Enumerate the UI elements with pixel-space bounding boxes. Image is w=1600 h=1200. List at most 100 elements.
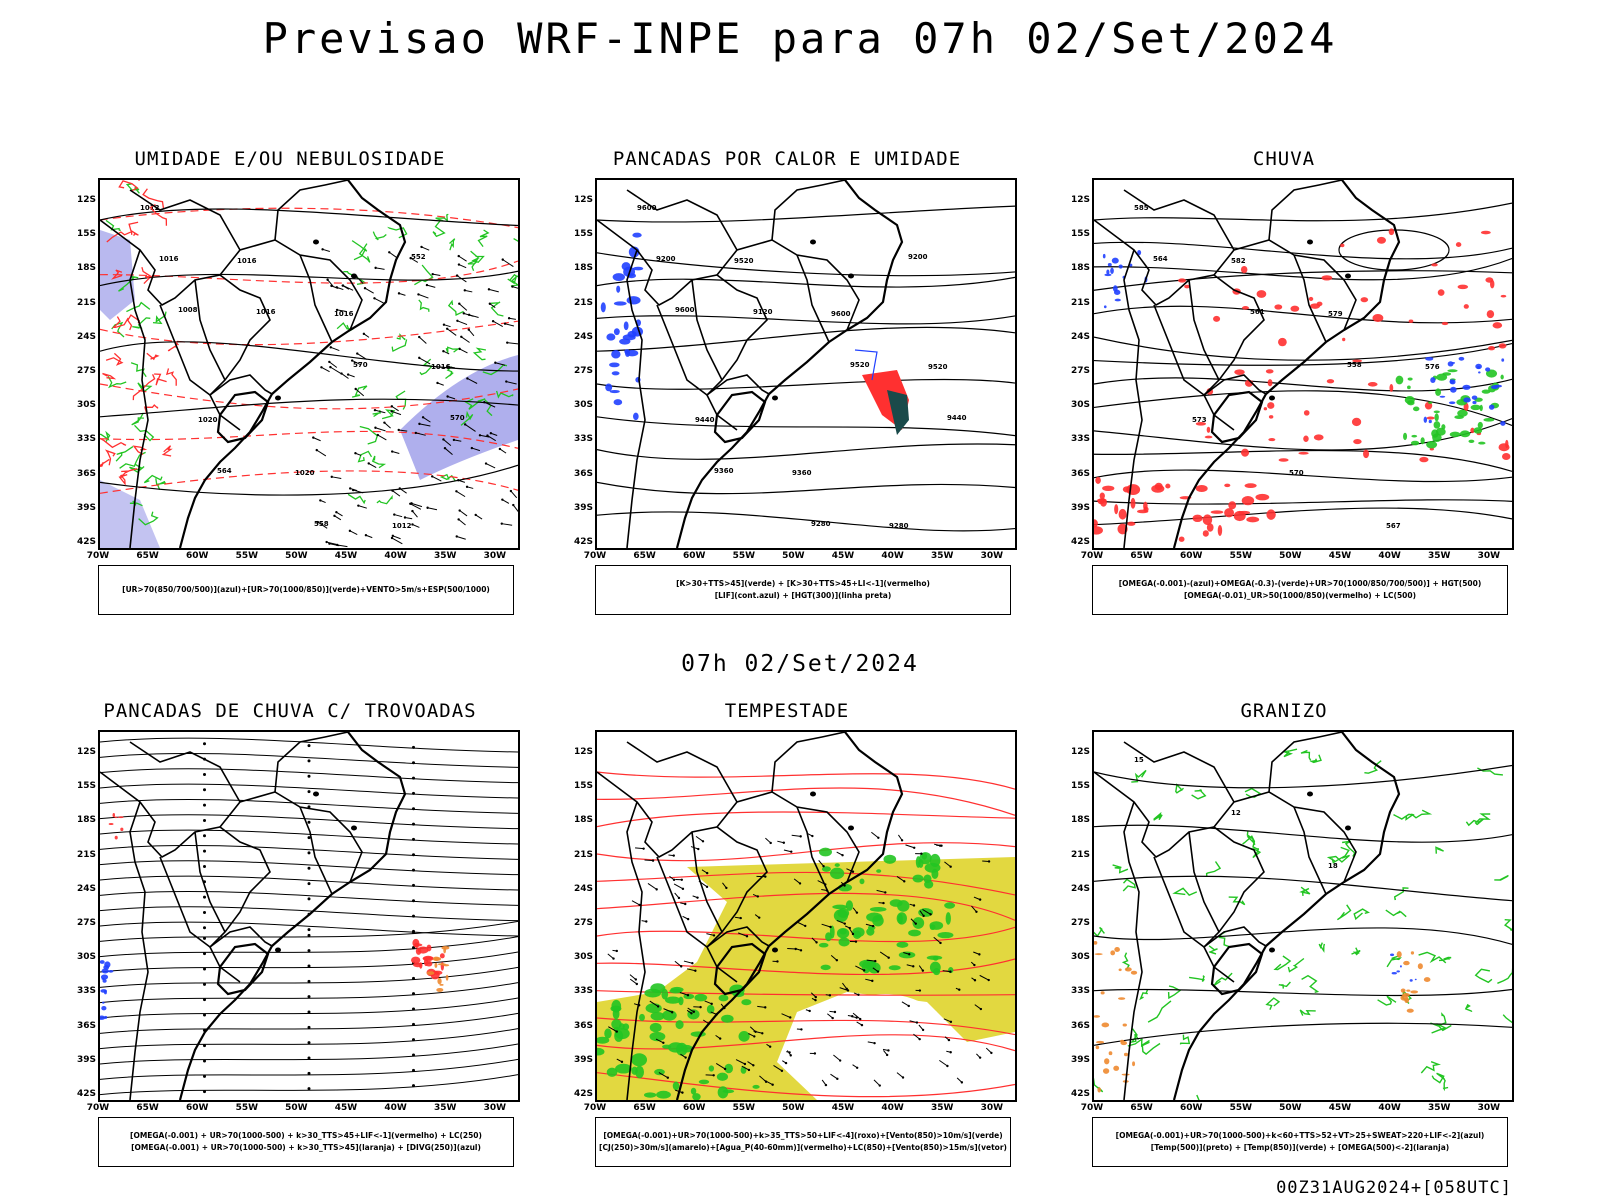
rain-blue-blob — [1113, 289, 1121, 295]
wind-arrow — [495, 362, 506, 366]
divg-blue-blob — [100, 1015, 106, 1020]
wind-arrow-head — [838, 1059, 842, 1062]
wind850-green-blob — [752, 1084, 760, 1089]
temp850-green-line — [1474, 968, 1493, 984]
wind850-green-blob — [698, 1079, 710, 1085]
rain-red-blob — [1388, 228, 1395, 236]
omega-orange-blob — [1124, 967, 1132, 972]
temp850-green-line — [1172, 887, 1198, 896]
rain-red-blob — [1360, 297, 1369, 303]
wind-arrow-head — [442, 350, 445, 353]
wind850-green-blob — [718, 994, 729, 1002]
lat-label: 18S — [76, 263, 96, 274]
wind850-green-blob — [821, 866, 831, 872]
lake-shape — [313, 791, 319, 797]
rain-red-blob — [1102, 485, 1115, 492]
moisture-green-line — [143, 474, 163, 484]
wind-arrow — [453, 439, 462, 442]
wind-arrow — [507, 342, 518, 345]
state-border — [656, 856, 708, 948]
wind-arrow-head — [325, 540, 328, 544]
rain-red-blob — [1363, 449, 1370, 459]
omega-orange — [1094, 941, 1138, 1093]
wind850-green-blob — [639, 1013, 645, 1022]
wind-arrow — [757, 1005, 766, 1008]
streamline — [100, 951, 518, 973]
legend-line: [OMEGA(-0.001) + UR>70(1000-500) + k>30_… — [131, 1143, 481, 1152]
moisture-green-line — [447, 299, 464, 316]
streamline-arrow — [412, 992, 415, 996]
wind-arrow — [852, 1012, 861, 1020]
wind-arrow — [833, 1054, 841, 1061]
rain-blue-blob — [1485, 367, 1491, 372]
state-border — [626, 801, 646, 1100]
wind-arrow-head — [383, 421, 386, 424]
moisture-green-line — [467, 258, 479, 271]
wind-arrow-head — [467, 328, 470, 331]
lat-label: 30S — [573, 400, 593, 411]
wind850-green-blob — [724, 1063, 734, 1074]
contour-label: 9440 — [695, 416, 715, 424]
wind850-green-blob — [929, 961, 941, 974]
panel-title: UMIDADE E/OU NEBULOSIDADE — [134, 148, 446, 170]
wind-arrow-head — [615, 949, 618, 953]
contour-label: 9280 — [889, 522, 909, 530]
wind-arrow-head — [397, 428, 400, 432]
streamline-arrow — [412, 745, 415, 749]
contour-label: 1016 — [334, 310, 354, 318]
wind-arrow — [447, 366, 456, 369]
wind-arrow-head — [887, 1049, 890, 1052]
wind850-green-blob — [604, 1028, 612, 1039]
wind-arrow — [419, 423, 431, 427]
moisture-green-line — [387, 226, 408, 239]
rain-red-blob — [1470, 427, 1475, 434]
streamline-arrow — [412, 853, 415, 857]
moisture-green-line — [376, 494, 393, 505]
lat-label: 27S — [573, 366, 593, 376]
contour-line — [597, 205, 1015, 223]
wind-arrow-head — [465, 485, 469, 489]
wind-arrow-head — [939, 941, 942, 945]
lon-label: 70W — [86, 1103, 110, 1113]
lake-shape — [810, 791, 816, 797]
wind-arrow-head — [376, 433, 380, 437]
wind-arrow — [336, 309, 346, 312]
temp850-green-line — [1131, 769, 1147, 783]
rain-green-blob — [1479, 404, 1483, 412]
wind-arrow — [753, 1030, 763, 1034]
wind-arrow — [458, 255, 467, 262]
wind-arrow — [375, 267, 385, 270]
moisture-green-line — [513, 238, 518, 242]
wind-arrow-head — [417, 293, 420, 296]
contour-line — [1094, 824, 1512, 843]
rain-red-blob — [1353, 438, 1362, 445]
map-canvas: 9600952096009520944093609280920091209520… — [597, 180, 1015, 548]
wind850-green-blob — [825, 932, 832, 942]
wind-arrow-head — [913, 846, 916, 849]
contour-line — [597, 787, 1015, 816]
wind-arrow — [502, 259, 514, 267]
lat-label: 42S — [1070, 1089, 1090, 1099]
rain-red-blob — [1127, 521, 1136, 526]
lat-label: 24S — [76, 883, 96, 894]
rain-blue-blob — [1423, 416, 1428, 423]
contour-label: 1016 — [159, 255, 179, 263]
wind850-green-blob — [717, 1086, 729, 1099]
contour-line — [597, 481, 1015, 495]
state-border — [1188, 831, 1220, 933]
wind-arrow-head — [958, 988, 961, 991]
wind-arrow — [357, 353, 367, 360]
rain-red-blob — [1241, 496, 1255, 506]
wind-arrow-head — [484, 462, 488, 465]
temp850-green-line — [1167, 985, 1182, 1000]
wind-arrow — [329, 361, 338, 368]
wind-arrow-head — [645, 920, 648, 923]
red-squiggle-line — [118, 473, 128, 486]
streamline-arrow — [203, 926, 206, 930]
wind-arrow-head — [467, 313, 471, 317]
wind-arrow — [485, 463, 496, 469]
wind850-green-blob — [836, 928, 850, 939]
wind-arrow-head — [979, 1007, 983, 1011]
lake-shape — [848, 825, 854, 831]
lif-blue-blob — [611, 349, 621, 359]
